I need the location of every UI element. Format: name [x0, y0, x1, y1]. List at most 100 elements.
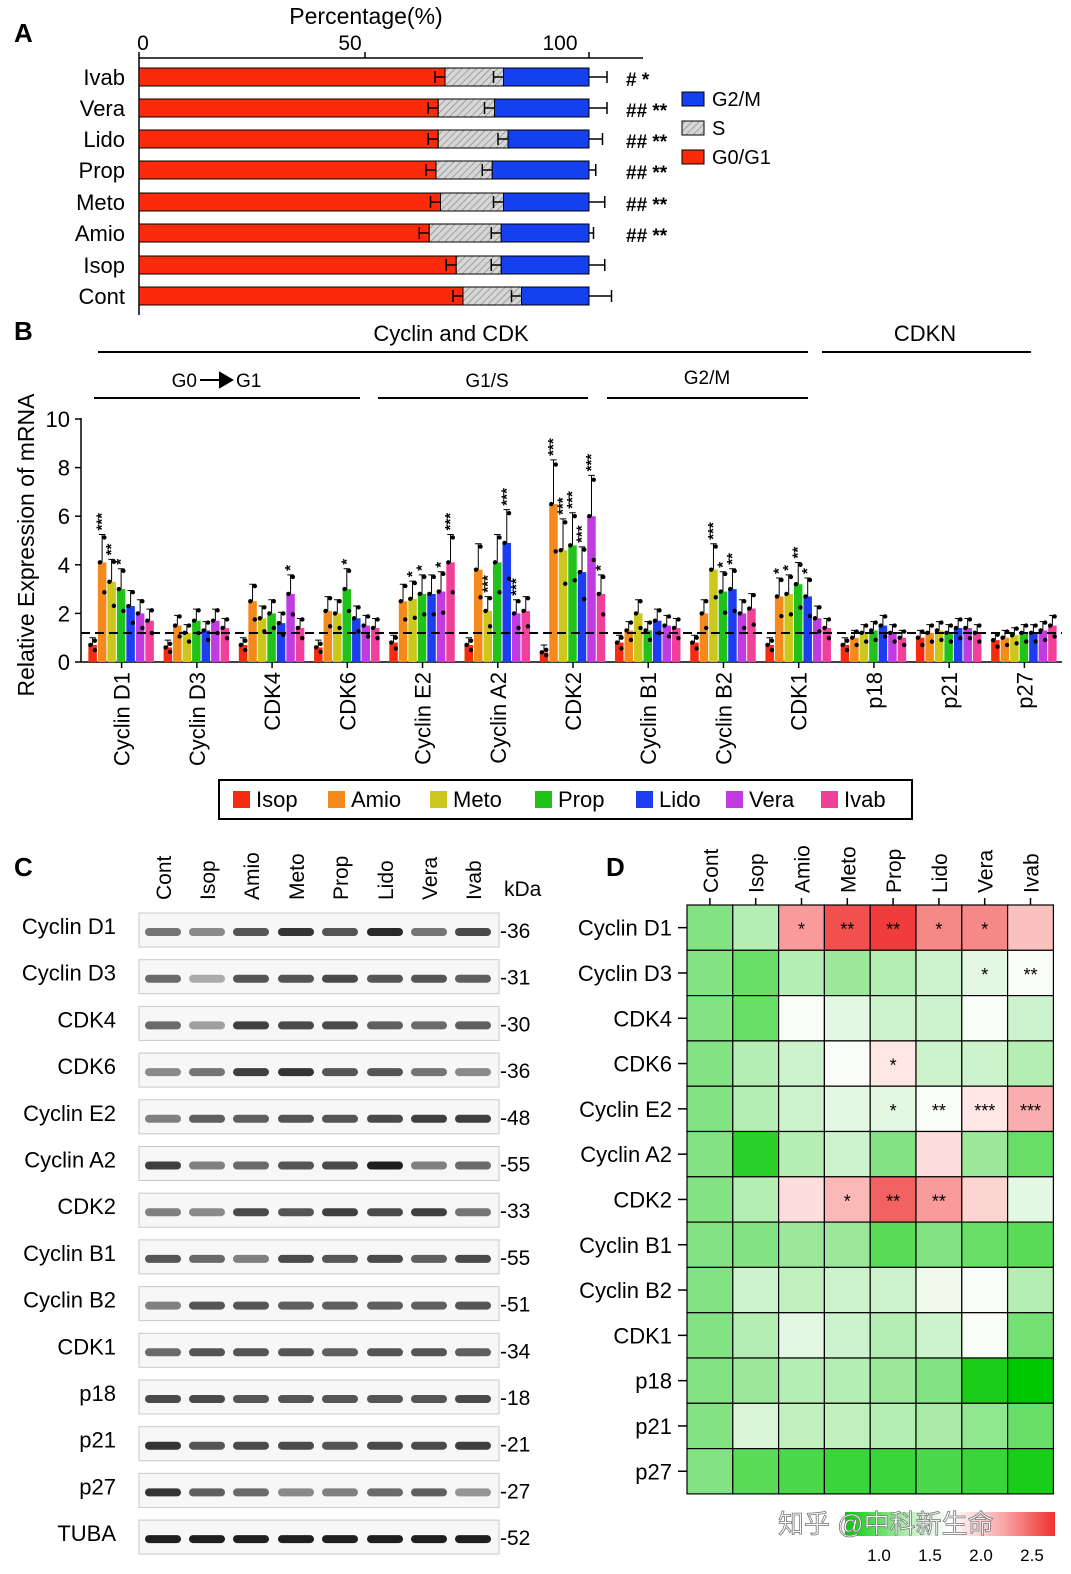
chart-b-data-point — [431, 574, 436, 580]
legend-a-g2m-label: G2/M — [712, 89, 761, 111]
panel-label-d: D — [606, 852, 625, 882]
chart-b-bar-meto — [934, 630, 944, 662]
chart-b-data-point — [863, 623, 869, 628]
heatmap-cell — [823, 1402, 871, 1450]
chart-b-data-point — [1038, 628, 1043, 633]
blot-band — [455, 1254, 491, 1263]
blot-column-label: Meto — [286, 853, 309, 900]
heatmap-cell — [823, 1357, 871, 1404]
chart-b-data-point — [290, 574, 296, 580]
chart-b-data-point — [224, 635, 230, 641]
chart-b-bar-lido — [803, 596, 812, 662]
chart-b-data-point — [487, 596, 493, 601]
chart-b-data-point — [751, 592, 756, 598]
chart-b-data-point — [450, 535, 455, 540]
blot-band — [233, 1395, 269, 1403]
chart-b-bar-isop — [915, 637, 925, 662]
chart-b-data-point — [553, 549, 558, 554]
heatmap-significance: *** — [1020, 1101, 1041, 1121]
chart-a-bar-g0g1 — [138, 255, 457, 275]
chart-a-significance: ## ** — [626, 163, 668, 184]
chart-b-bar-amio — [549, 504, 558, 662]
chart-b-data-point — [826, 635, 832, 641]
chart-a-bar-g0g1 — [138, 67, 446, 87]
chart-b-data-point — [737, 611, 742, 616]
blot-row-label: Cyclin D3 — [22, 961, 116, 986]
heatmap-column-labels: Cont Isop Amio Meto Prop Lido Vera Ivab — [700, 845, 1044, 905]
heatmap-cell — [732, 1402, 780, 1450]
chart-b-header-g1s: G1/S — [465, 371, 508, 392]
chart-b-bar-amio — [925, 632, 934, 662]
chart-b-data-point — [271, 625, 277, 631]
chart-b-data-point — [323, 608, 328, 614]
heatmap-colorbar — [845, 1512, 1055, 1536]
blot-band — [189, 1114, 225, 1123]
blot-band — [411, 1488, 447, 1497]
chart-a-bar-s — [428, 223, 502, 243]
heatmap-cell — [777, 994, 825, 1042]
chart-b-legend-label: Isop — [256, 787, 298, 812]
heatmap-cell — [732, 904, 780, 951]
chart-b-data-point — [568, 543, 573, 548]
blot-band — [367, 974, 403, 983]
chart-b-bar-ivab — [295, 627, 305, 662]
chart-b-significance: *** — [583, 454, 600, 472]
chart-b-data-point — [628, 620, 634, 625]
blot-band — [278, 1395, 314, 1403]
chart-b-data-point — [446, 560, 451, 565]
chart-b-data-point — [666, 634, 672, 639]
chart-b-data-point — [652, 618, 658, 623]
heatmap-cell — [869, 1402, 917, 1450]
blot-band — [233, 1535, 269, 1544]
chart-b-data-point — [300, 617, 305, 622]
chart-b-data-point — [723, 610, 728, 615]
blot-band — [145, 1488, 181, 1497]
chart-b-data-point — [747, 606, 752, 611]
blot-band — [189, 1301, 225, 1310]
blot-kda-label: kDa — [504, 878, 542, 901]
chart-b-data-point — [1033, 623, 1038, 628]
blot-band — [189, 1441, 225, 1450]
chart-b-data-point — [958, 617, 963, 622]
blot-kda-marker: -33 — [500, 1200, 530, 1223]
blot-row-label: Cyclin E2 — [23, 1101, 116, 1126]
heatmap-cell — [686, 1312, 734, 1359]
heatmap-cell — [823, 1266, 871, 1314]
heatmap-cell — [1006, 1221, 1054, 1268]
chart-b-data-point — [107, 579, 112, 585]
heatmap-cell — [823, 994, 871, 1042]
chart-b-data-point — [1047, 623, 1053, 628]
chart-b-data-point — [478, 595, 483, 600]
blot-band — [411, 1441, 447, 1450]
blot-row-label: CDK4 — [57, 1007, 116, 1032]
blot-band — [145, 1114, 181, 1123]
chart-b-bar-lido — [126, 606, 135, 662]
chart-b-category-label: CDK4 — [260, 672, 285, 731]
blot-band — [189, 1068, 225, 1077]
chart-b-ytick-label: 8 — [58, 456, 70, 481]
chart-b-error-bar — [588, 474, 595, 517]
blot-row-label: CDK6 — [57, 1054, 116, 1079]
blot-band — [367, 1301, 403, 1310]
chart-b-data-point — [901, 642, 907, 648]
blot-band — [233, 928, 269, 936]
chart-b-bar-amio — [323, 610, 333, 662]
chart-b-error-bar — [89, 637, 96, 645]
chart-a-error-bar — [589, 164, 597, 176]
blot-band — [367, 1535, 403, 1544]
chart-a-error-bar — [427, 133, 439, 145]
blot-kda-marker: -55 — [500, 1154, 530, 1177]
heatmap-cell — [915, 1130, 963, 1178]
chart-b-data-point — [647, 620, 653, 625]
chart-b-significance: *** — [574, 525, 591, 543]
chart-b-data-point — [516, 625, 521, 631]
chart-b-data-point — [337, 599, 342, 604]
blot-band — [411, 1021, 447, 1030]
chart-b-bar-lido — [276, 623, 286, 662]
blot-band — [367, 1488, 403, 1497]
chart-b-bar-prop — [944, 632, 953, 662]
blot-band — [322, 1114, 358, 1123]
chart-b-data-point — [427, 591, 432, 597]
chart-b-data-point — [271, 599, 277, 604]
chart-b-data-point — [422, 612, 427, 617]
